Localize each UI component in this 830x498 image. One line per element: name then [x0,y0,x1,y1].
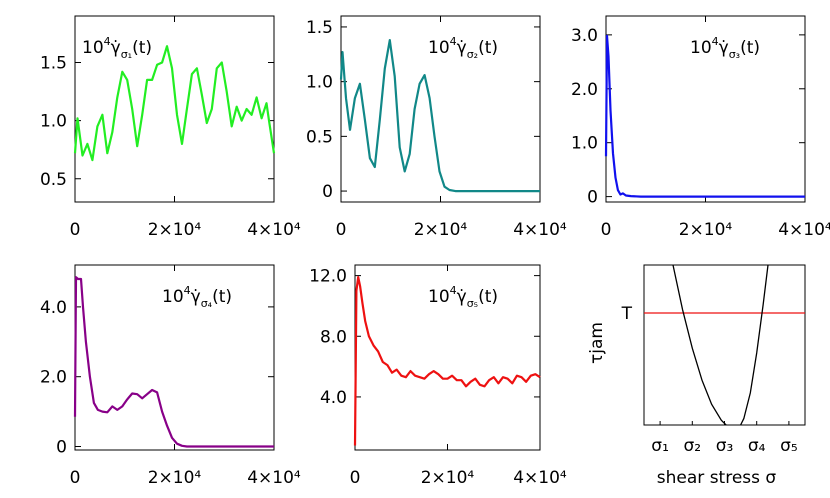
y-tick-label: 0.5 [40,170,67,190]
jam-curve-right [740,264,769,426]
y-tick-label: 3.0 [571,26,598,46]
series-line [73,276,274,448]
x-tick-label: σ₂ [684,436,702,456]
x-tick-label: 0 [601,220,612,240]
panel-title: 104γ̇σ₁(t) [82,35,152,61]
x-tick-label: 4×10⁴ [513,220,567,240]
panel-shear-rate-sigma2: 0 0.5 1.0 1.5 0 2×10⁴ 4×10⁴ 104γ̇σ₂(t) [306,15,567,240]
title-exponent: 4 [450,35,457,48]
title-argument: (t) [132,38,152,58]
x-tick-label: 2×10⁴ [679,220,733,240]
title-subscript: σ₂ [467,48,478,61]
x-tick-label: 2×10⁴ [148,468,202,488]
x-tick-label: 0 [70,468,81,488]
title-subscript: σ₅ [467,297,478,310]
title-exponent: 4 [104,35,111,48]
panel-title: 104γ̇σ₅(t) [428,284,498,310]
title-argument: (t) [478,287,498,307]
y-tick-label: 8.0 [320,327,347,347]
panel-shear-rate-sigma4: 0 2.0 4.0 0 2×10⁴ 4×10⁴ 104γ̇σ₄(t) [40,264,301,488]
x-tick-label: σ₃ [716,436,734,456]
jam-curve-left [672,264,727,426]
y-tick-label: 12.0 [309,267,347,287]
x-tick-label: 2×10⁴ [421,468,475,488]
title-subscript: σ₃ [729,48,740,61]
threshold-label: T [621,304,633,324]
y-tick-label: 2.0 [571,80,598,100]
panel-title: 104γ̇σ₂(t) [428,35,498,61]
panel-shear-rate-sigma1: 0.5 1.0 1.5 0 2×10⁴ 4×10⁴ 104γ̇σ₁(t) [40,15,301,240]
y-tick-label: 1.0 [571,134,598,154]
y-tick-label: 1.0 [306,73,333,93]
x-tick-label: 0 [336,220,347,240]
title-argument: (t) [478,38,498,58]
title-argument: (t) [740,38,760,58]
panel-shear-rate-sigma5: 4.0 8.0 12.0 0 2×10⁴ 4×10⁴ 104γ̇σ₅(t) [309,264,567,488]
x-tick-label: 4×10⁴ [247,220,301,240]
title-base: 10 [162,287,184,307]
title-base: 10 [82,38,104,58]
title-exponent: 4 [712,35,719,48]
x-tick-label: σ₁ [651,436,669,456]
title-base: 10 [690,38,712,58]
x-tick-label: 0 [350,468,361,488]
x-tick-label: 0 [70,220,81,240]
title-variable: γ̇ [191,287,201,307]
plot-frame [643,264,806,426]
title-base: 10 [428,287,450,307]
x-axis-label: shear stress σ [657,468,777,488]
x-tick-label: 2×10⁴ [148,220,202,240]
y-tick-label: 0 [322,182,333,202]
y-axis-label: τjam [587,322,607,364]
series-line [339,38,540,193]
x-tick-label: σ₅ [780,436,798,456]
y-tick-label: 0 [587,188,598,208]
panel-title: 104γ̇σ₃(t) [690,35,760,61]
x-tick-label: 2×10⁴ [414,220,468,240]
title-variable: γ̇ [457,287,467,307]
panel-title: 104γ̇σ₄(t) [162,284,232,310]
y-tick-label: 1.5 [40,54,67,74]
title-argument: (t) [212,287,232,307]
y-tick-label: 0.5 [306,127,333,147]
x-tick-label: 4×10⁴ [247,468,301,488]
title-subscript: σ₁ [121,48,132,61]
title-base: 10 [428,38,450,58]
series-line [604,34,805,198]
title-subscript: σ₄ [201,297,213,310]
y-tick-label: 4.0 [320,388,347,408]
x-tick-label: 4×10⁴ [778,220,830,240]
y-tick-label: 2.0 [40,368,67,388]
title-exponent: 4 [184,284,191,297]
title-variable: γ̇ [111,38,121,58]
title-variable: γ̇ [719,38,729,58]
series-line [353,276,541,446]
y-tick-label: 0 [56,438,67,458]
title-exponent: 4 [450,284,457,297]
y-tick-label: 4.0 [40,298,67,318]
x-tick-label: σ₄ [748,436,766,456]
y-tick-label: 1.0 [40,112,67,132]
x-tick-label: 4×10⁴ [513,468,567,488]
title-variable: γ̇ [457,38,467,58]
series-line [73,45,276,162]
panel-shear-rate-sigma3: 0 1.0 2.0 3.0 0 2×10⁴ 4×10⁴ 104γ̇σ₃(t) [571,15,830,240]
y-tick-label: 1.5 [306,18,333,38]
